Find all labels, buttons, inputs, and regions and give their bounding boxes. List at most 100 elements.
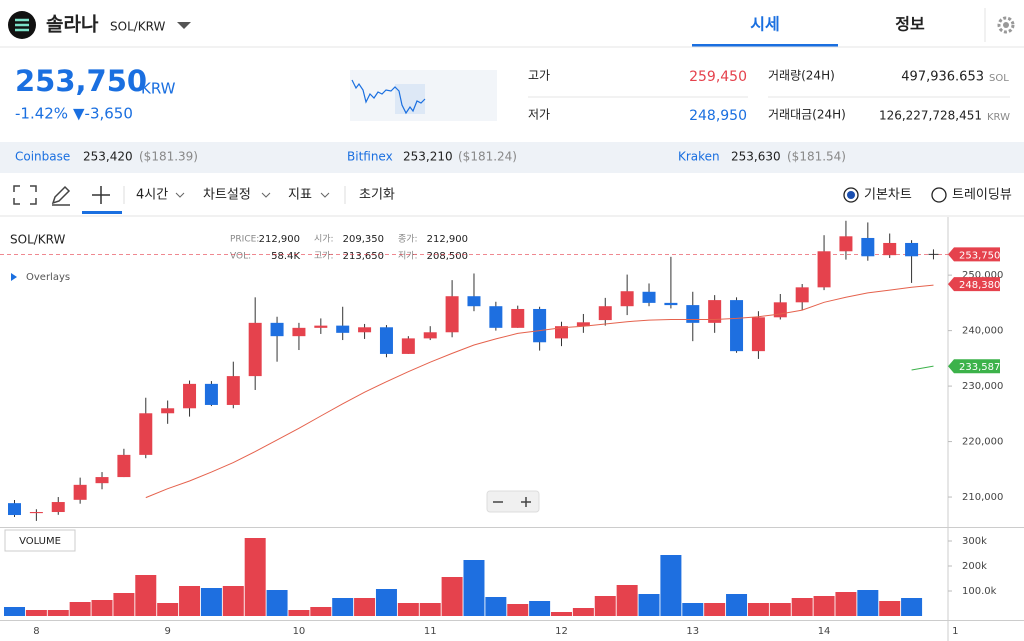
- stat-label: 거래대금(24H): [768, 108, 846, 122]
- info-label: 종가:: [398, 234, 418, 245]
- candle-body: [686, 305, 700, 323]
- change: ▼-3,650: [73, 105, 133, 123]
- candle-body: [730, 300, 744, 352]
- draw-icon[interactable]: [51, 185, 71, 206]
- exchange-name: Kraken: [678, 150, 720, 164]
- candle-body: [161, 408, 175, 414]
- x-tick-label: 10: [293, 626, 306, 637]
- volume-bar: [91, 600, 113, 616]
- crosshair-icon[interactable]: [92, 186, 110, 204]
- x-tick-label: 11: [424, 626, 437, 637]
- x-tick-label: 12: [555, 626, 568, 637]
- exchange-name: Coinbase: [15, 150, 70, 164]
- candle-body: [795, 287, 809, 303]
- candle-body: [358, 327, 372, 333]
- price-tag: [948, 277, 1000, 292]
- volume-bar: [332, 598, 354, 616]
- settings-icon[interactable]: [997, 16, 1015, 34]
- volume-bar: [113, 593, 135, 616]
- volume-bar: [616, 585, 638, 616]
- stat-unit: SOL: [989, 73, 1009, 84]
- volume-tick-label: 100.0k: [962, 586, 997, 597]
- volume-bar: [704, 603, 726, 616]
- volume-bar: [507, 604, 529, 616]
- y-tick-label: 210,000: [962, 492, 1003, 503]
- stat-unit: KRW: [987, 112, 1010, 123]
- stat-label: 저가: [528, 108, 550, 122]
- mode-option[interactable]: 트레이딩뷰: [952, 188, 1012, 203]
- candle-body: [817, 251, 831, 288]
- candle-body: [620, 291, 634, 307]
- volume-bar: [747, 603, 769, 616]
- volume-bar: [857, 590, 879, 616]
- candle-body: [423, 332, 437, 339]
- overlay-toggle[interactable]: Overlays: [26, 272, 70, 283]
- zoom-in[interactable]: [521, 497, 531, 507]
- volume-bar: [4, 607, 25, 616]
- volume-bar: [879, 601, 901, 616]
- settings-menu[interactable]: 차트설정: [203, 188, 251, 203]
- info-label: 고가:: [314, 251, 334, 262]
- volume-bar: [485, 597, 507, 616]
- volume-label: VOLUME: [19, 536, 61, 547]
- candle-body: [183, 383, 197, 409]
- candle-body: [204, 383, 218, 405]
- y-tick-label: 250,000: [962, 270, 1003, 281]
- volume-bar: [813, 596, 835, 616]
- volume-bar: [901, 598, 923, 616]
- stat-label: 고가: [528, 69, 550, 83]
- candle-body: [336, 325, 350, 333]
- stat-label: 거래량(24H): [768, 69, 835, 83]
- exchange-usd: ($181.54): [787, 150, 846, 164]
- candle-body: [489, 306, 503, 328]
- tab[interactable]: 정보: [895, 15, 925, 34]
- price-tag-label: 233,587: [959, 362, 1000, 373]
- change-percent: -1.42%: [15, 105, 68, 123]
- candle-body: [379, 327, 393, 354]
- y-tick-label: 240,000: [962, 326, 1003, 337]
- volume-bar: [791, 598, 813, 616]
- dropdown-caret[interactable]: [177, 22, 191, 29]
- volume-bar: [244, 538, 266, 616]
- reset-button[interactable]: 초기화: [359, 188, 395, 203]
- mode-option[interactable]: 기본차트: [864, 188, 912, 203]
- candle-body: [883, 242, 897, 256]
- volume-tick-label: 200k: [962, 561, 987, 572]
- volume-bar: [179, 586, 201, 616]
- volume-bar: [769, 603, 791, 616]
- candle-body: [248, 322, 262, 377]
- info-value: 58.4K: [271, 251, 300, 262]
- crosshair-marker: [928, 249, 939, 260]
- y-tick-label: 220,000: [962, 437, 1003, 448]
- radio-checked[interactable]: [843, 187, 859, 203]
- candle-body: [29, 512, 43, 514]
- zoom-controls: [486, 490, 540, 513]
- logo-stripes: [15, 18, 29, 32]
- volume-bar: [835, 592, 857, 616]
- volume-bar: [200, 588, 222, 616]
- volume-tick-label: 300k: [962, 536, 987, 547]
- x-tick-label: 13: [686, 626, 699, 637]
- moving-average: [145, 284, 934, 499]
- tab[interactable]: 시세: [750, 15, 779, 34]
- indicator-menu[interactable]: 지표: [288, 188, 312, 203]
- overlay-arrow[interactable]: [11, 273, 17, 281]
- candle-body: [467, 296, 481, 307]
- exchange-price: 253,210: [403, 150, 453, 164]
- exchange-name: Bitfinex: [347, 150, 393, 164]
- caret: [261, 192, 271, 198]
- exchange-bar: [0, 142, 1024, 173]
- candle-body: [73, 484, 87, 500]
- interval-menu[interactable]: 4시간: [136, 188, 168, 203]
- info-value: 212,900: [259, 234, 300, 245]
- info-label: PRICE:: [230, 235, 259, 245]
- volume-bar: [463, 560, 485, 616]
- volume-bar: [572, 608, 594, 616]
- volume-bar: [726, 594, 748, 616]
- candle-body: [533, 308, 547, 343]
- volume-bar: [222, 586, 244, 616]
- price-tag-label: 248,380: [959, 280, 1000, 291]
- radio[interactable]: [931, 187, 947, 203]
- candle-body: [51, 502, 65, 513]
- fullscreen-icon[interactable]: [13, 185, 37, 205]
